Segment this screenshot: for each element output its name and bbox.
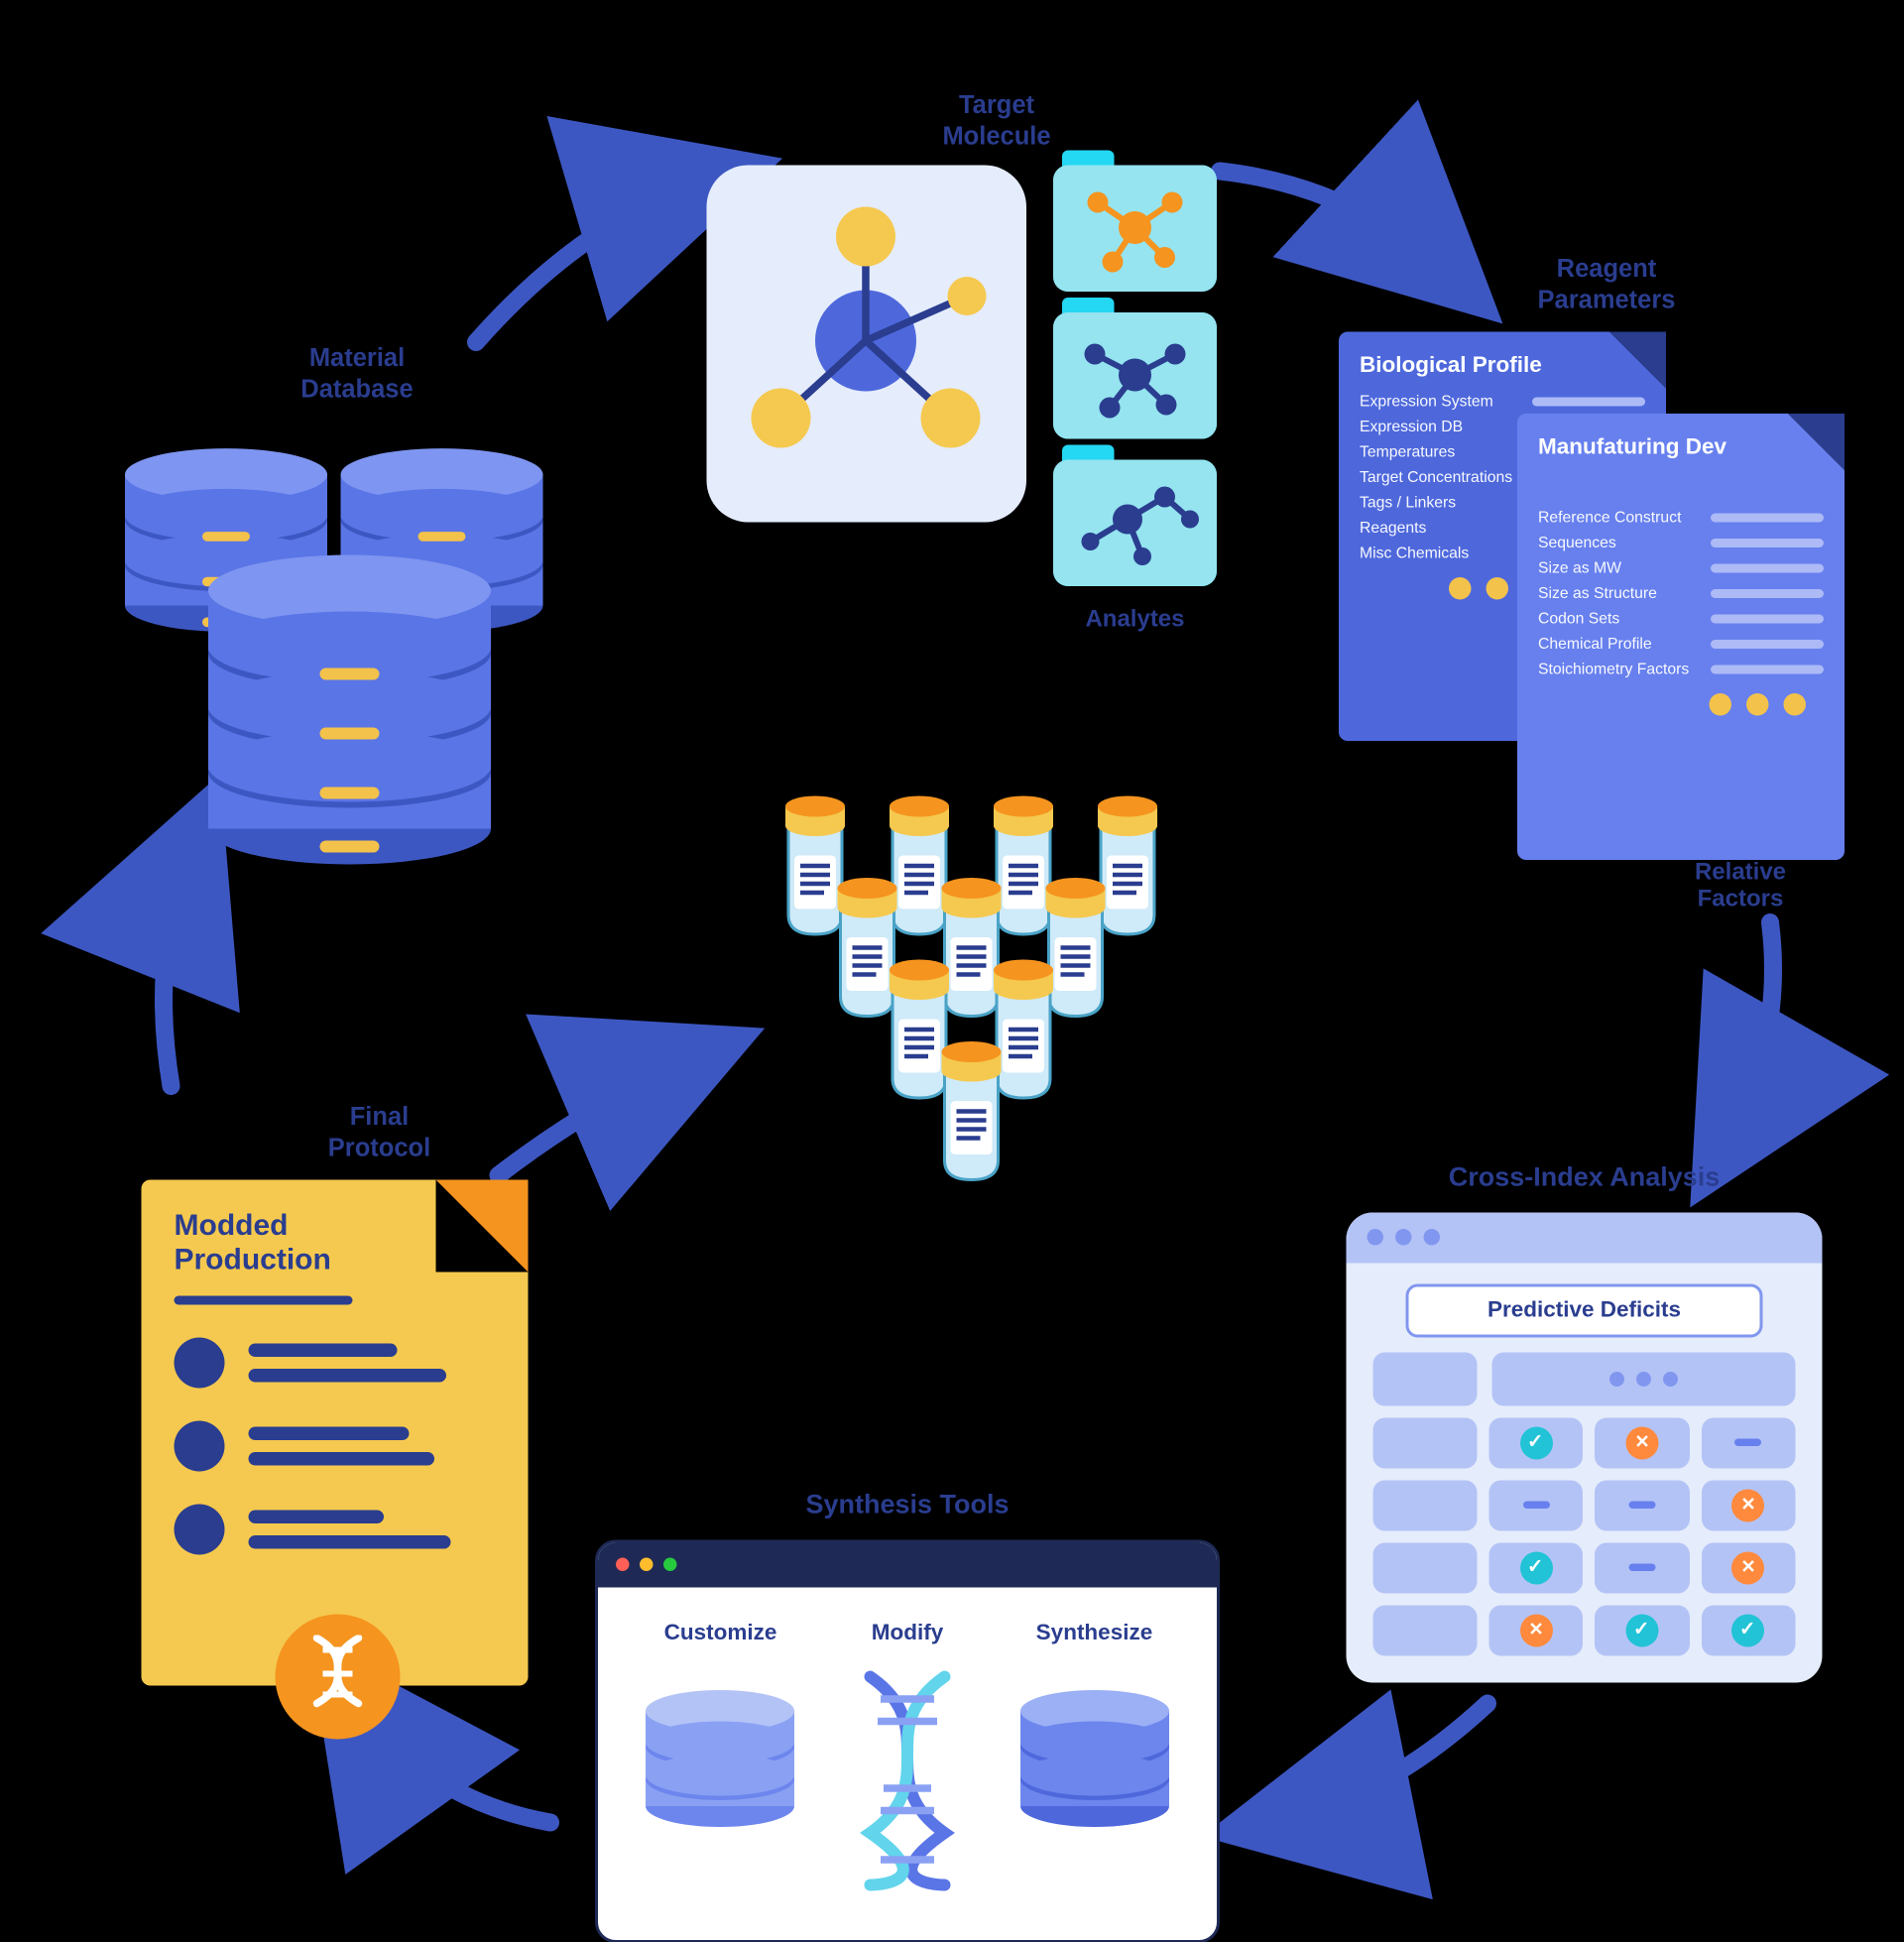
- modify-column: Modify: [848, 1620, 967, 1898]
- doc-row-label: Chemical Profile: [1538, 635, 1699, 653]
- predictive-deficits-chip: Predictive Deficits: [1406, 1283, 1763, 1337]
- doc-row-label: Expression DB: [1360, 418, 1520, 435]
- status-grid: [1373, 1417, 1796, 1655]
- dna-helix-icon: [848, 1668, 967, 1891]
- analyte-folder-icon: [1053, 459, 1217, 586]
- column-label: Modify: [848, 1620, 967, 1645]
- mini-database-icon: [639, 1668, 802, 1832]
- window-titlebar: [598, 1542, 1217, 1587]
- target-molecule-title: Target Molecule: [752, 89, 1243, 153]
- doc-row-label: Size as MW: [1538, 558, 1699, 576]
- doc-row-label: Temperatures: [1360, 442, 1520, 460]
- node-synthesis-tools: Synthesis Tools Customize: [595, 1488, 1220, 1942]
- mini-database-icon: [1012, 1668, 1176, 1832]
- node-reagent-parameters: Reagent Parameters Biological Profile Ex…: [1339, 253, 1874, 912]
- synthesize-column: Synthesize: [1012, 1620, 1176, 1839]
- analyte-folder-icon: [1053, 165, 1217, 292]
- window-header: [1347, 1212, 1823, 1263]
- doc-row-label: Expression System: [1360, 392, 1520, 410]
- db-cylinder-icon: [201, 531, 499, 881]
- doc-heading: Biological Profile: [1360, 352, 1645, 378]
- column-label: Synthesize: [1012, 1620, 1176, 1645]
- doc-row-label: Tags / Linkers: [1360, 493, 1520, 511]
- node-final-protocol: Final Protocol Modded Production: [142, 1101, 529, 1685]
- relative-factors-label: Relative Factors: [1606, 859, 1874, 912]
- synthesis-tools-title: Synthesis Tools: [595, 1488, 1220, 1521]
- doc-row-label: Sequences: [1538, 534, 1699, 551]
- doc-row-label: Misc Chemicals: [1360, 544, 1520, 561]
- diagram-stage: Material Database: [0, 0, 1904, 1904]
- final-protocol-title: Final Protocol: [231, 1101, 529, 1164]
- column-label: Customize: [639, 1620, 802, 1645]
- check-icon: [1519, 1426, 1552, 1459]
- target-molecule-card: [707, 165, 1027, 522]
- synthesis-window: Customize Modify: [595, 1539, 1220, 1942]
- doc-row-label: Codon Sets: [1538, 609, 1699, 627]
- doc-row-label: Reference Construct: [1538, 508, 1699, 526]
- material-database-title: Material Database: [119, 342, 595, 406]
- customize-column: Customize: [639, 1620, 802, 1839]
- dna-badge-icon: [276, 1614, 401, 1739]
- reagent-parameters-title: Reagent Parameters: [1339, 253, 1874, 316]
- analyte-folder-icon: [1053, 311, 1217, 438]
- doc-row-label: Reagents: [1360, 519, 1520, 537]
- doc-heading: Manufaturing Dev: [1538, 433, 1824, 459]
- manufacturing-dev-doc: Manufaturing Dev Reference Construct Seq…: [1517, 413, 1844, 859]
- node-target-molecule: Target Molecule: [707, 89, 1243, 633]
- node-material-database: Material Database: [119, 342, 595, 858]
- node-cross-index-analysis: Cross-Index Analysis Predictive Deficits: [1347, 1160, 1823, 1682]
- molecule-icon: [707, 165, 1027, 522]
- minus-icon: [1734, 1439, 1761, 1447]
- doc-row-label: Stoichiometry Factors: [1538, 660, 1699, 677]
- cross-icon: [1625, 1426, 1658, 1459]
- cross-index-title: Cross-Index Analysis: [1347, 1160, 1823, 1194]
- vials-center-icon: [684, 789, 1220, 1205]
- doc-row-label: Target Concentrations: [1360, 468, 1520, 486]
- cross-index-window: Predictive Deficits: [1347, 1212, 1823, 1682]
- doc-row-label: Size as Structure: [1538, 584, 1699, 602]
- analytes-label: Analytes: [1053, 606, 1217, 633]
- protocol-document: Modded Production: [142, 1179, 529, 1685]
